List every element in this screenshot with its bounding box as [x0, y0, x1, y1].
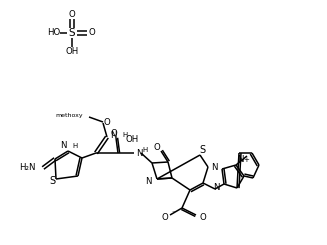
- Text: O: O: [161, 212, 168, 221]
- Text: O: O: [154, 143, 160, 151]
- Text: OH: OH: [126, 135, 139, 144]
- Text: +: +: [243, 157, 249, 163]
- Text: HO: HO: [47, 28, 60, 37]
- Text: S: S: [49, 176, 55, 186]
- Text: N: N: [110, 132, 116, 140]
- Text: N: N: [237, 156, 244, 164]
- Text: O: O: [89, 28, 95, 37]
- Text: H₂N: H₂N: [20, 163, 36, 172]
- Text: OH: OH: [65, 48, 78, 57]
- Text: N: N: [212, 162, 218, 171]
- Text: H: H: [72, 143, 77, 149]
- Text: N: N: [136, 149, 143, 159]
- Text: O: O: [104, 119, 111, 127]
- Text: O: O: [200, 212, 207, 221]
- Text: S: S: [199, 145, 205, 155]
- Text: O: O: [111, 128, 117, 137]
- Text: S: S: [69, 28, 75, 38]
- Text: N: N: [146, 177, 152, 186]
- Text: N: N: [214, 183, 220, 192]
- Text: H: H: [122, 132, 127, 138]
- Text: H: H: [142, 147, 147, 153]
- Text: methoxy: methoxy: [55, 112, 83, 118]
- Text: N: N: [60, 142, 67, 150]
- Text: O: O: [69, 11, 76, 20]
- Text: ⁻: ⁻: [171, 208, 175, 218]
